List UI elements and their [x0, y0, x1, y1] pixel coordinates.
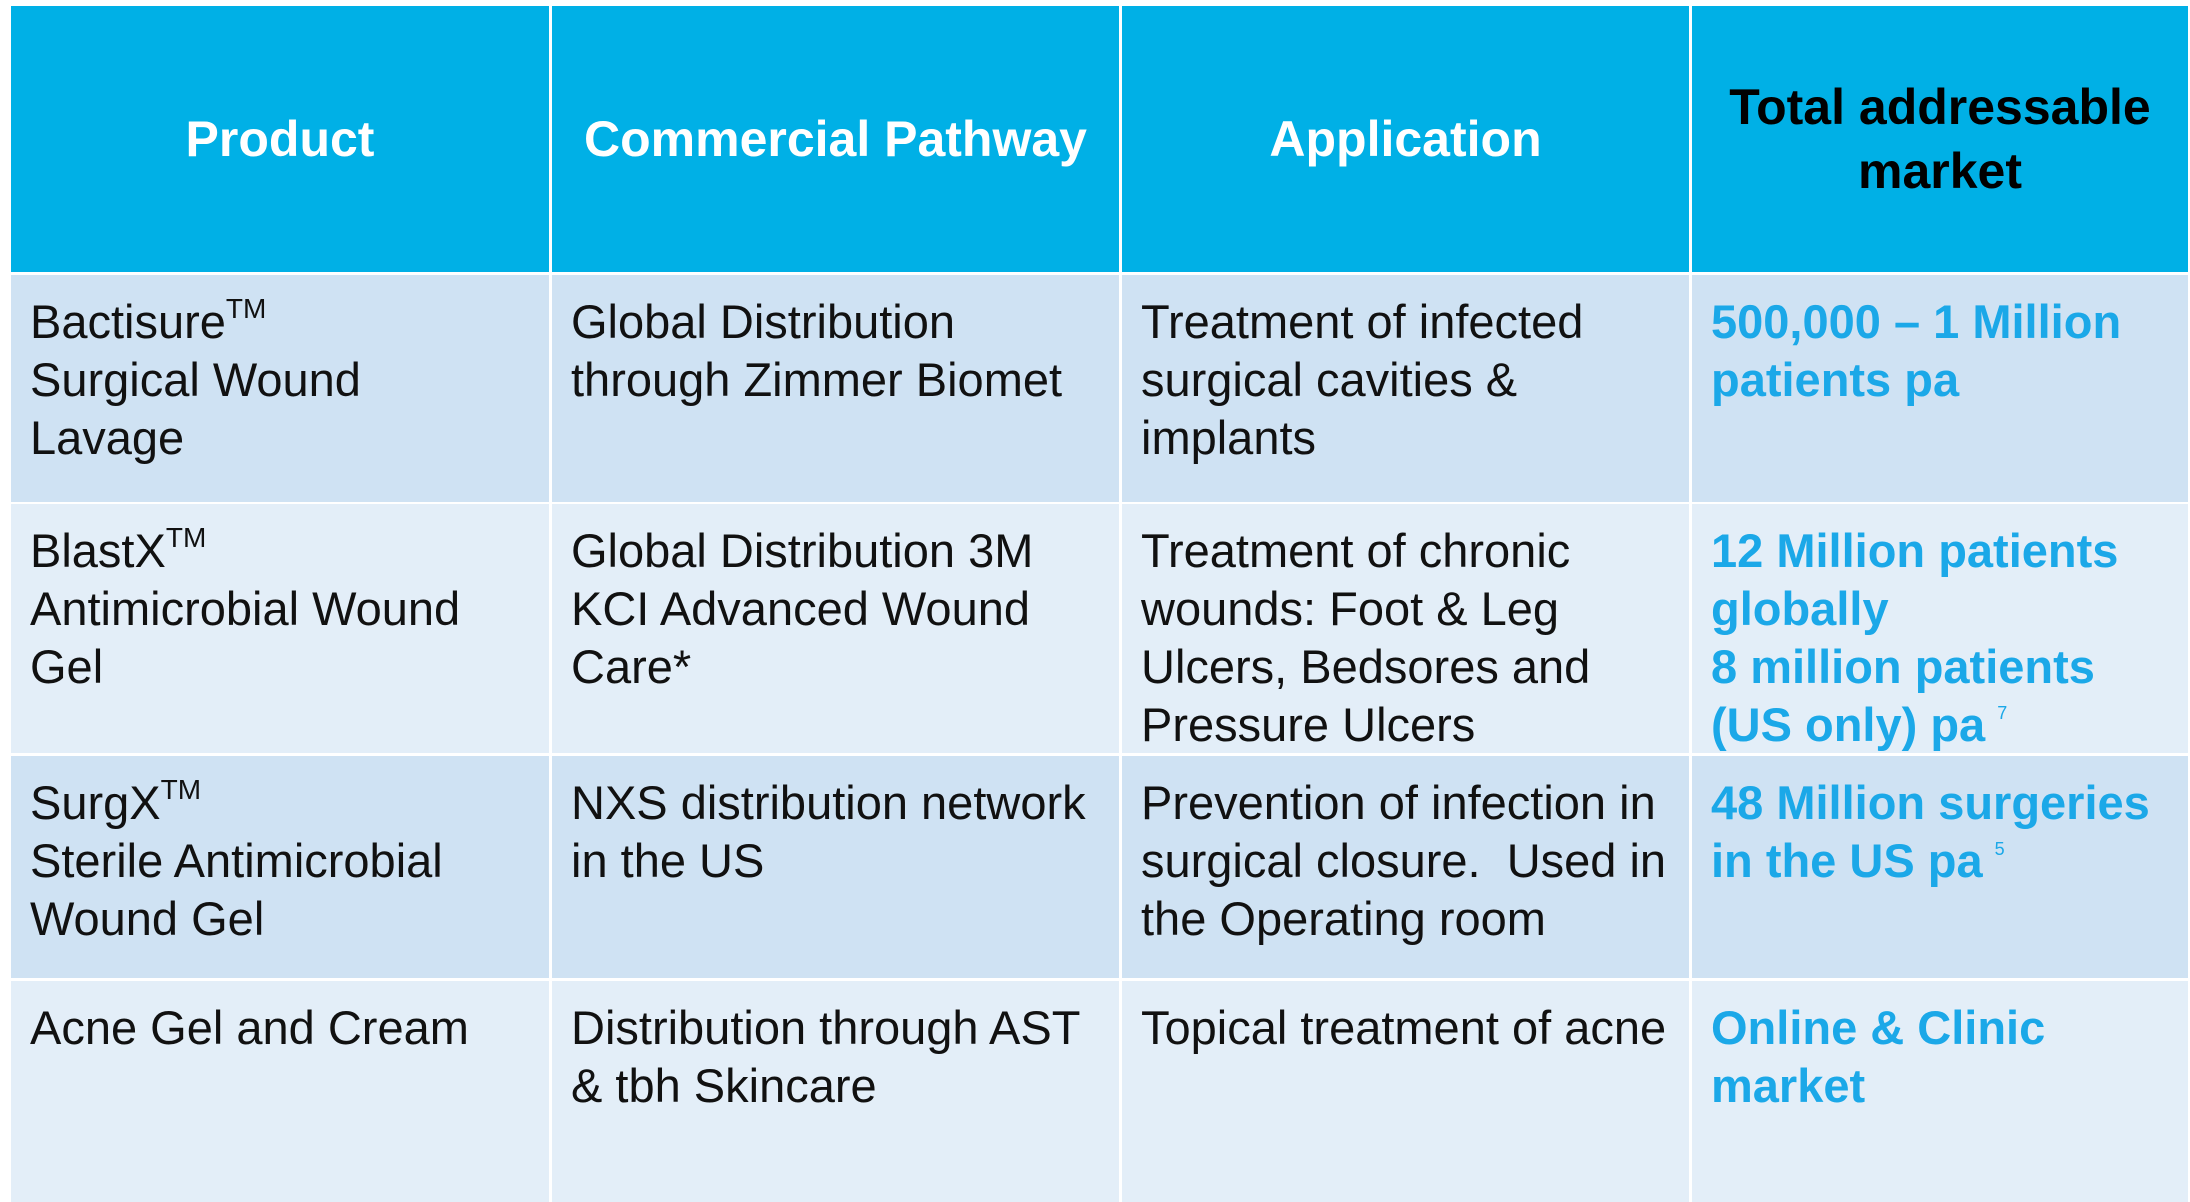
product-cell: SurgXTM Sterile Antimicrobial Wound Gel — [11, 756, 549, 978]
product-text: Sterile Antimicrobial Wound Gel — [30, 834, 456, 945]
pathway-cell: NXS distribution network in the US — [552, 756, 1119, 978]
market-cell: 12 Million patients globally 8 million pa… — [1692, 504, 2188, 753]
application-cell: Treatment of chronic wounds: Foot & Leg … — [1122, 504, 1689, 753]
market-text: 48 Million surgeries in the US pa 5 — [1711, 776, 2163, 887]
header-cell: Total addressable market — [1692, 6, 2188, 272]
header-cell: Application — [1122, 6, 1689, 272]
trademark: TM — [165, 522, 207, 553]
product-text: Antimicrobial Wound Gel — [30, 582, 474, 693]
market-cell: 48 Million surgeries in the US pa 5 — [1692, 756, 2188, 978]
application-cell: Topical treatment of acne — [1122, 981, 1689, 1202]
market-cell: 500,000 – 1 Million patients pa — [1692, 275, 2188, 502]
application-cell: Treatment of infected surgical cavities … — [1122, 275, 1689, 502]
product-text: Surgical Wound Lavage — [30, 353, 374, 464]
market-text: 8 million patients (US only) pa 7 — [1711, 640, 2108, 751]
market-text: 500,000 – 1 Million patients pa — [1711, 295, 2135, 406]
product-cell: BactisureTM Surgical Wound Lavage — [11, 275, 549, 502]
footnote-ref: 5 — [1994, 839, 2005, 859]
product-name: Bactisure — [30, 295, 226, 348]
footnote-ref: 7 — [1997, 703, 2008, 723]
header-cell: Commercial Pathway — [552, 6, 1119, 272]
trademark: TM — [160, 774, 202, 805]
product-cell: BlastXTM Antimicrobial Wound Gel — [11, 504, 549, 753]
market-text: Online & Clinic market — [1711, 1001, 2059, 1112]
product-name: BlastX — [30, 524, 166, 577]
product-name: Acne Gel and Cream — [30, 1001, 469, 1054]
pathway-cell: Global Distribution 3M KCI Advanced Woun… — [552, 504, 1119, 753]
header-cell: Product — [11, 6, 549, 272]
market-cell: Online & Clinic market — [1692, 981, 2188, 1202]
pathway-cell: Global Distribution through Zimmer Biome… — [552, 275, 1119, 502]
trademark: TM — [225, 293, 267, 324]
market-text: 12 Million patients globally — [1711, 524, 2132, 635]
application-cell: Prevention of infection in surgical clos… — [1122, 756, 1689, 978]
pathway-cell: Distribution through AST & tbh Skincare — [552, 981, 1119, 1202]
product-cell: Acne Gel and Cream — [11, 981, 549, 1202]
product-name: SurgX — [30, 776, 161, 829]
